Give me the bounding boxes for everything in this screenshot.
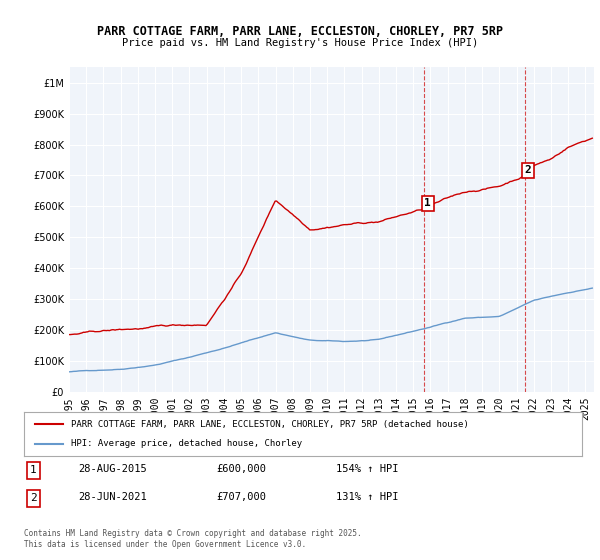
Text: Price paid vs. HM Land Registry's House Price Index (HPI): Price paid vs. HM Land Registry's House … <box>122 38 478 48</box>
Text: 2: 2 <box>30 493 37 503</box>
Text: 28-AUG-2015: 28-AUG-2015 <box>78 464 147 474</box>
Text: £600,000: £600,000 <box>216 464 266 474</box>
Text: 1: 1 <box>424 198 431 208</box>
Text: 2: 2 <box>525 165 532 175</box>
Text: Contains HM Land Registry data © Crown copyright and database right 2025.
This d: Contains HM Land Registry data © Crown c… <box>24 529 362 549</box>
Text: 131% ↑ HPI: 131% ↑ HPI <box>336 492 398 502</box>
Text: £707,000: £707,000 <box>216 492 266 502</box>
Text: 28-JUN-2021: 28-JUN-2021 <box>78 492 147 502</box>
Text: 154% ↑ HPI: 154% ↑ HPI <box>336 464 398 474</box>
Text: PARR COTTAGE FARM, PARR LANE, ECCLESTON, CHORLEY, PR7 5RP (detached house): PARR COTTAGE FARM, PARR LANE, ECCLESTON,… <box>71 419 469 428</box>
Text: 1: 1 <box>30 465 37 475</box>
Text: HPI: Average price, detached house, Chorley: HPI: Average price, detached house, Chor… <box>71 440 302 449</box>
Text: PARR COTTAGE FARM, PARR LANE, ECCLESTON, CHORLEY, PR7 5RP: PARR COTTAGE FARM, PARR LANE, ECCLESTON,… <box>97 25 503 38</box>
